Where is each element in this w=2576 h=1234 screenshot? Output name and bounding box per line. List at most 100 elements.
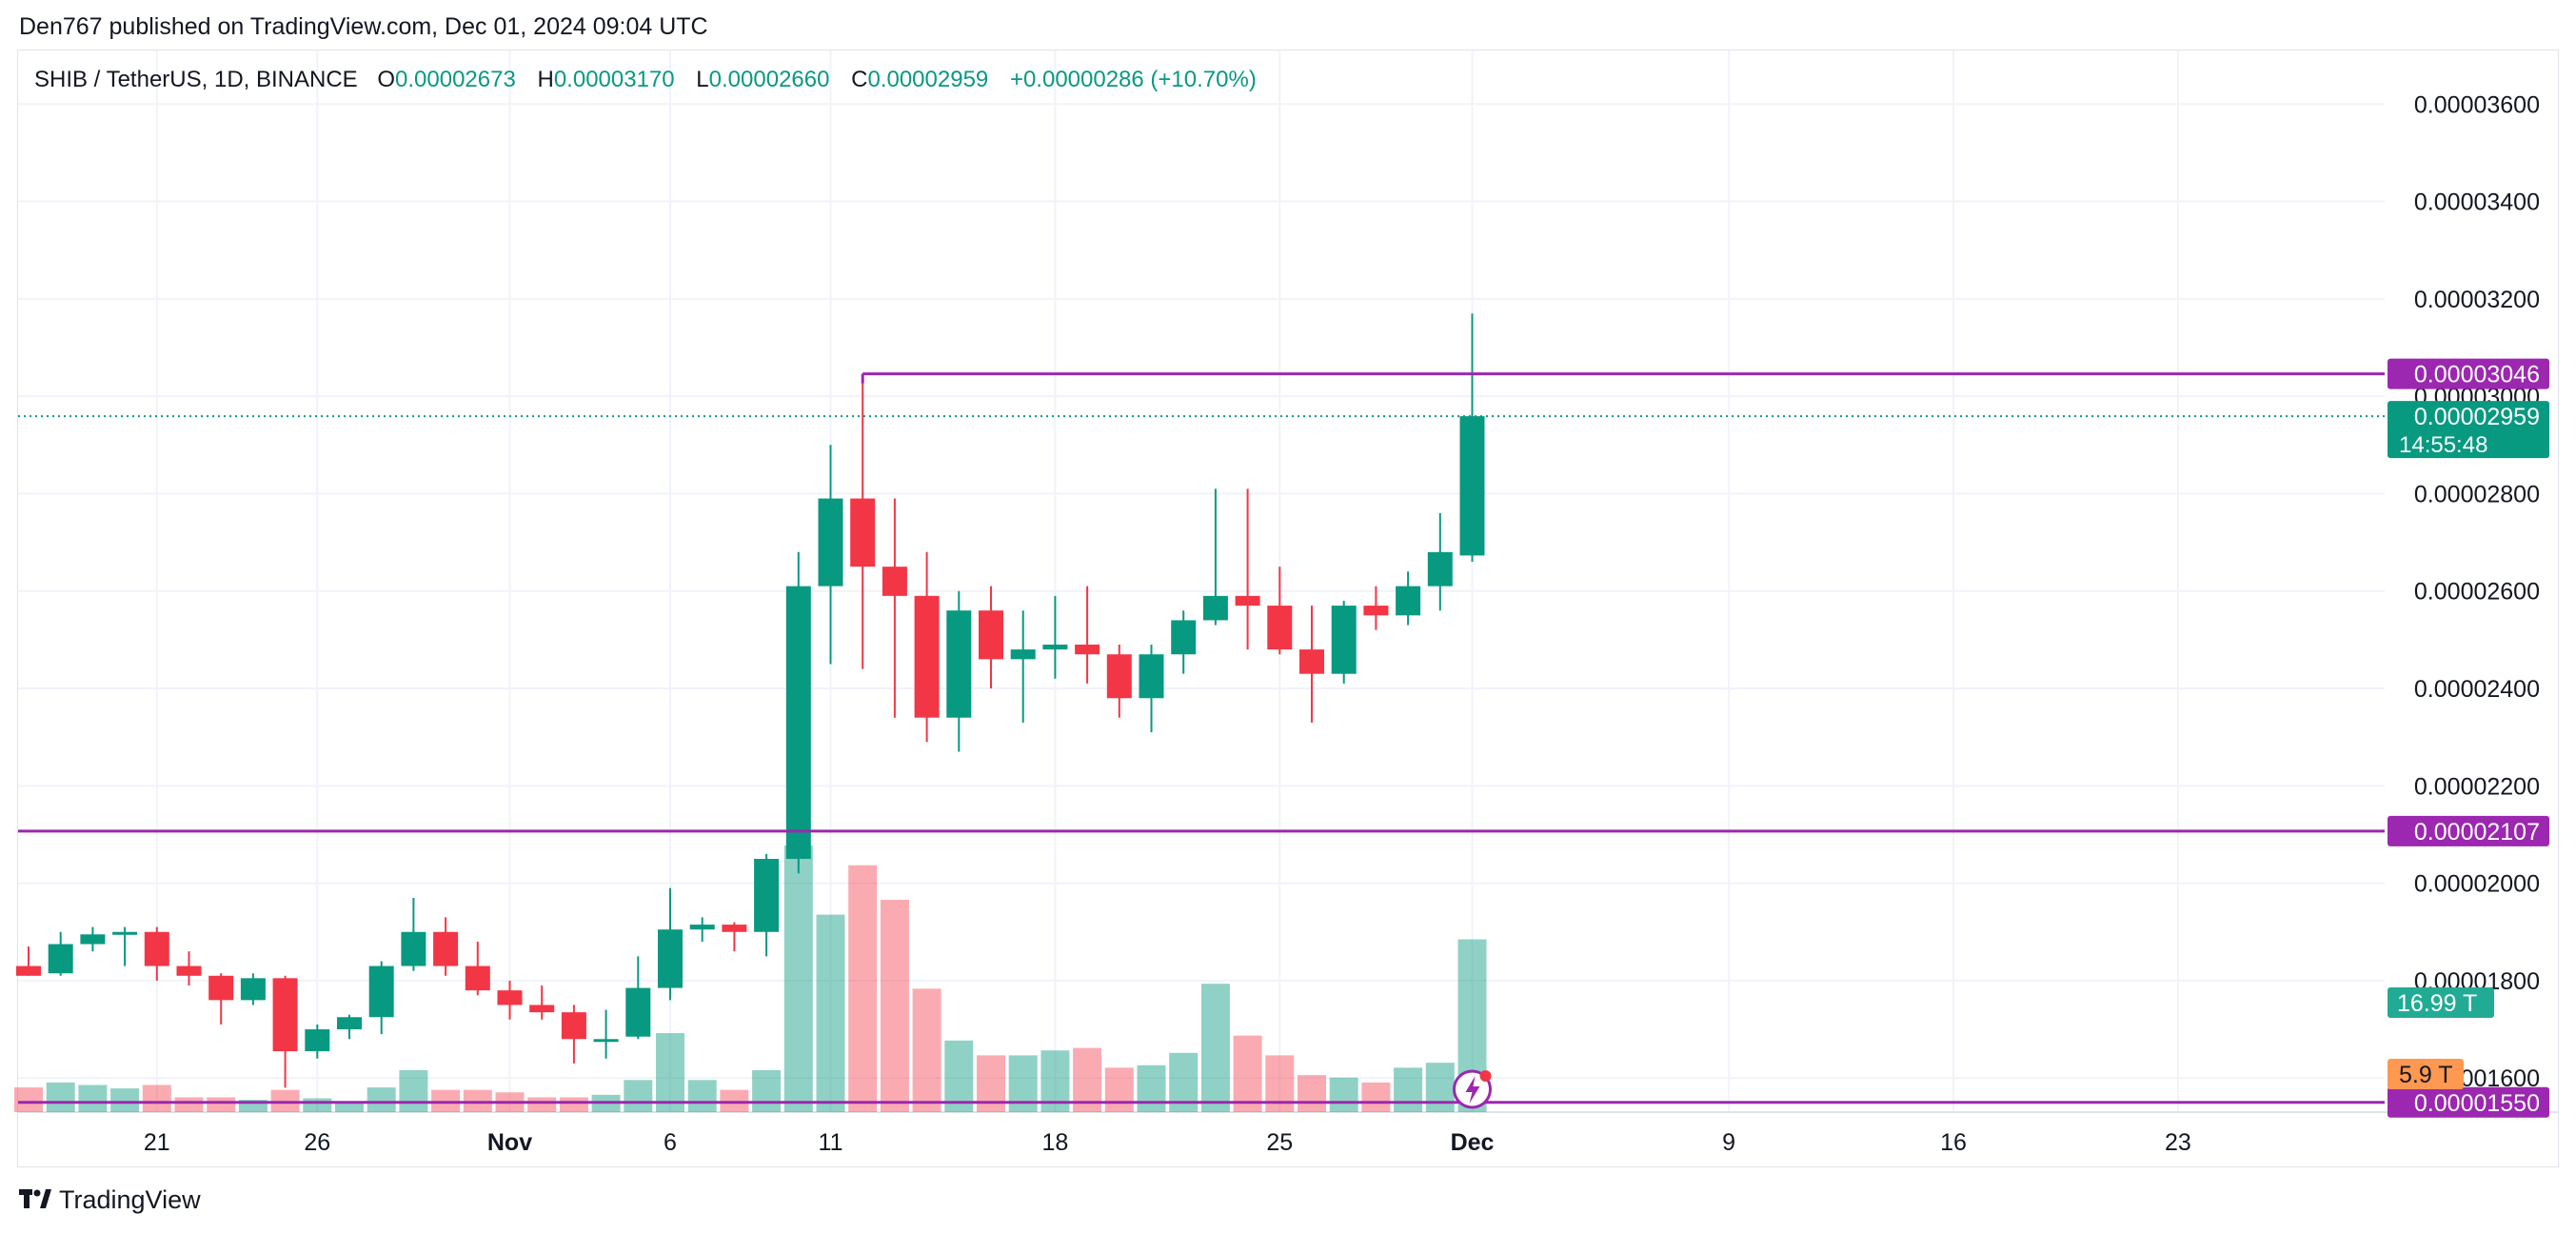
volume-bar [78, 1085, 108, 1112]
volume-bar [1200, 984, 1230, 1112]
candle-body [625, 987, 651, 1037]
x-tick-label: 9 [1722, 1129, 1735, 1156]
volume-down-badge [2388, 1059, 2464, 1089]
candle-body [80, 934, 106, 945]
candle-body [914, 595, 940, 718]
candle-body [689, 925, 715, 930]
candle-body [1171, 620, 1197, 655]
candle-body [1427, 551, 1453, 587]
volume-bar [1298, 1075, 1326, 1112]
candle-body [433, 931, 459, 966]
candle-body [16, 965, 41, 976]
countdown-label: 14:55:48 [2399, 432, 2487, 458]
candle-body [305, 1029, 330, 1052]
x-tick-label: Dec [1451, 1129, 1495, 1156]
x-tick-label: 25 [1266, 1129, 1293, 1156]
volume-bar [816, 914, 845, 1112]
volume-bar [848, 865, 878, 1112]
candle-body [112, 931, 138, 935]
y-tick-label: 0.00002000 [2414, 871, 2540, 898]
volume-bar [1104, 1067, 1134, 1112]
volume-bar [14, 1087, 43, 1112]
volume-bar [207, 1097, 236, 1112]
candle-body [818, 498, 843, 587]
volume-up-label: 16.99 T [2397, 990, 2477, 1017]
candle-body [337, 1017, 362, 1030]
level-label: 0.00002107 [2414, 819, 2540, 846]
last-price-label: 0.00002959 [2414, 404, 2540, 430]
volume-bar [46, 1082, 75, 1112]
level-badge [2388, 1086, 2549, 1118]
y-tick-label: 0.00002800 [2414, 481, 2540, 508]
volume-bar [335, 1103, 364, 1112]
candle-body [208, 975, 234, 1001]
candle-body [1139, 654, 1164, 699]
volume-down-label: 5.9 T [2399, 1062, 2453, 1088]
x-tick-label: 26 [304, 1129, 330, 1156]
candle-body [240, 978, 266, 1001]
candle-body [979, 610, 1003, 660]
x-tick-label: 18 [1041, 1129, 1068, 1156]
lightning-bolt-icon [1465, 1076, 1480, 1104]
candle-body [1363, 606, 1389, 616]
candle-body [1106, 654, 1132, 699]
volume-bar [399, 1069, 428, 1112]
x-tick-label: Nov [487, 1129, 532, 1156]
volume-bar [110, 1088, 140, 1112]
x-tick-label: 6 [664, 1129, 677, 1156]
candle-body [785, 586, 811, 860]
volume-bar [944, 1040, 974, 1112]
candle-body [1235, 595, 1260, 607]
open-label: O [377, 67, 396, 92]
volume-bar [1425, 1063, 1455, 1112]
high-value: 0.00003170 [553, 67, 675, 92]
volume-bar [752, 1069, 782, 1112]
level-badge [2388, 358, 2549, 389]
volume-bar [912, 988, 941, 1112]
volume-bar [1137, 1065, 1166, 1112]
y-tick-label: 0.00003400 [2414, 189, 2540, 216]
tradingview-brand[interactable]: TradingView [19, 1185, 201, 1215]
volume-bar [624, 1080, 653, 1112]
candle-body [658, 929, 683, 988]
candle-body [401, 931, 426, 966]
candle-body [465, 965, 490, 991]
candle-body [1331, 606, 1357, 674]
volume-bar [1233, 1035, 1262, 1112]
close-value: 0.00002959 [867, 67, 989, 92]
change-value: +0.00000286 (+10.70%) [1009, 67, 1257, 92]
chart-frame [17, 50, 2559, 1167]
candle-body [850, 498, 876, 567]
candle-body [593, 1039, 619, 1043]
volume-bar [527, 1097, 557, 1112]
level-label: 0.00001550 [2414, 1090, 2540, 1117]
candle-body [1299, 649, 1324, 674]
symbol-title[interactable]: SHIB / TetherUS, 1D, BINANCE [34, 67, 358, 92]
volume-bar [1329, 1077, 1358, 1112]
volume-bar [783, 846, 813, 1112]
candle-body [1202, 595, 1228, 621]
candle-body [754, 859, 780, 932]
close-label: C [851, 67, 868, 92]
low-value: 0.00002660 [708, 67, 830, 92]
volume-bar [880, 900, 909, 1112]
x-tick-label: 16 [1940, 1129, 1967, 1156]
volume-bar [367, 1087, 396, 1112]
level-label: 0.00003046 [2414, 362, 2540, 388]
published-by-header: Den767 published on TradingView.com, Dec… [19, 13, 708, 40]
brand-name: TradingView [59, 1185, 201, 1214]
candle-body [48, 944, 73, 974]
y-tick-label: 0.00003200 [2414, 287, 2540, 313]
candle-body [1010, 649, 1036, 660]
candle-body [272, 978, 298, 1052]
low-label: L [696, 67, 709, 92]
candle-body [722, 925, 747, 932]
event-dot-icon [1479, 1070, 1492, 1082]
volume-bar [1394, 1067, 1423, 1112]
symbol-legend: SHIB / TetherUS, 1D, BINANCE O0.00002673… [34, 67, 1257, 93]
high-label: H [537, 67, 554, 92]
x-tick-label: 21 [144, 1129, 170, 1156]
volume-bar [1361, 1082, 1391, 1112]
candle-body [144, 931, 169, 966]
